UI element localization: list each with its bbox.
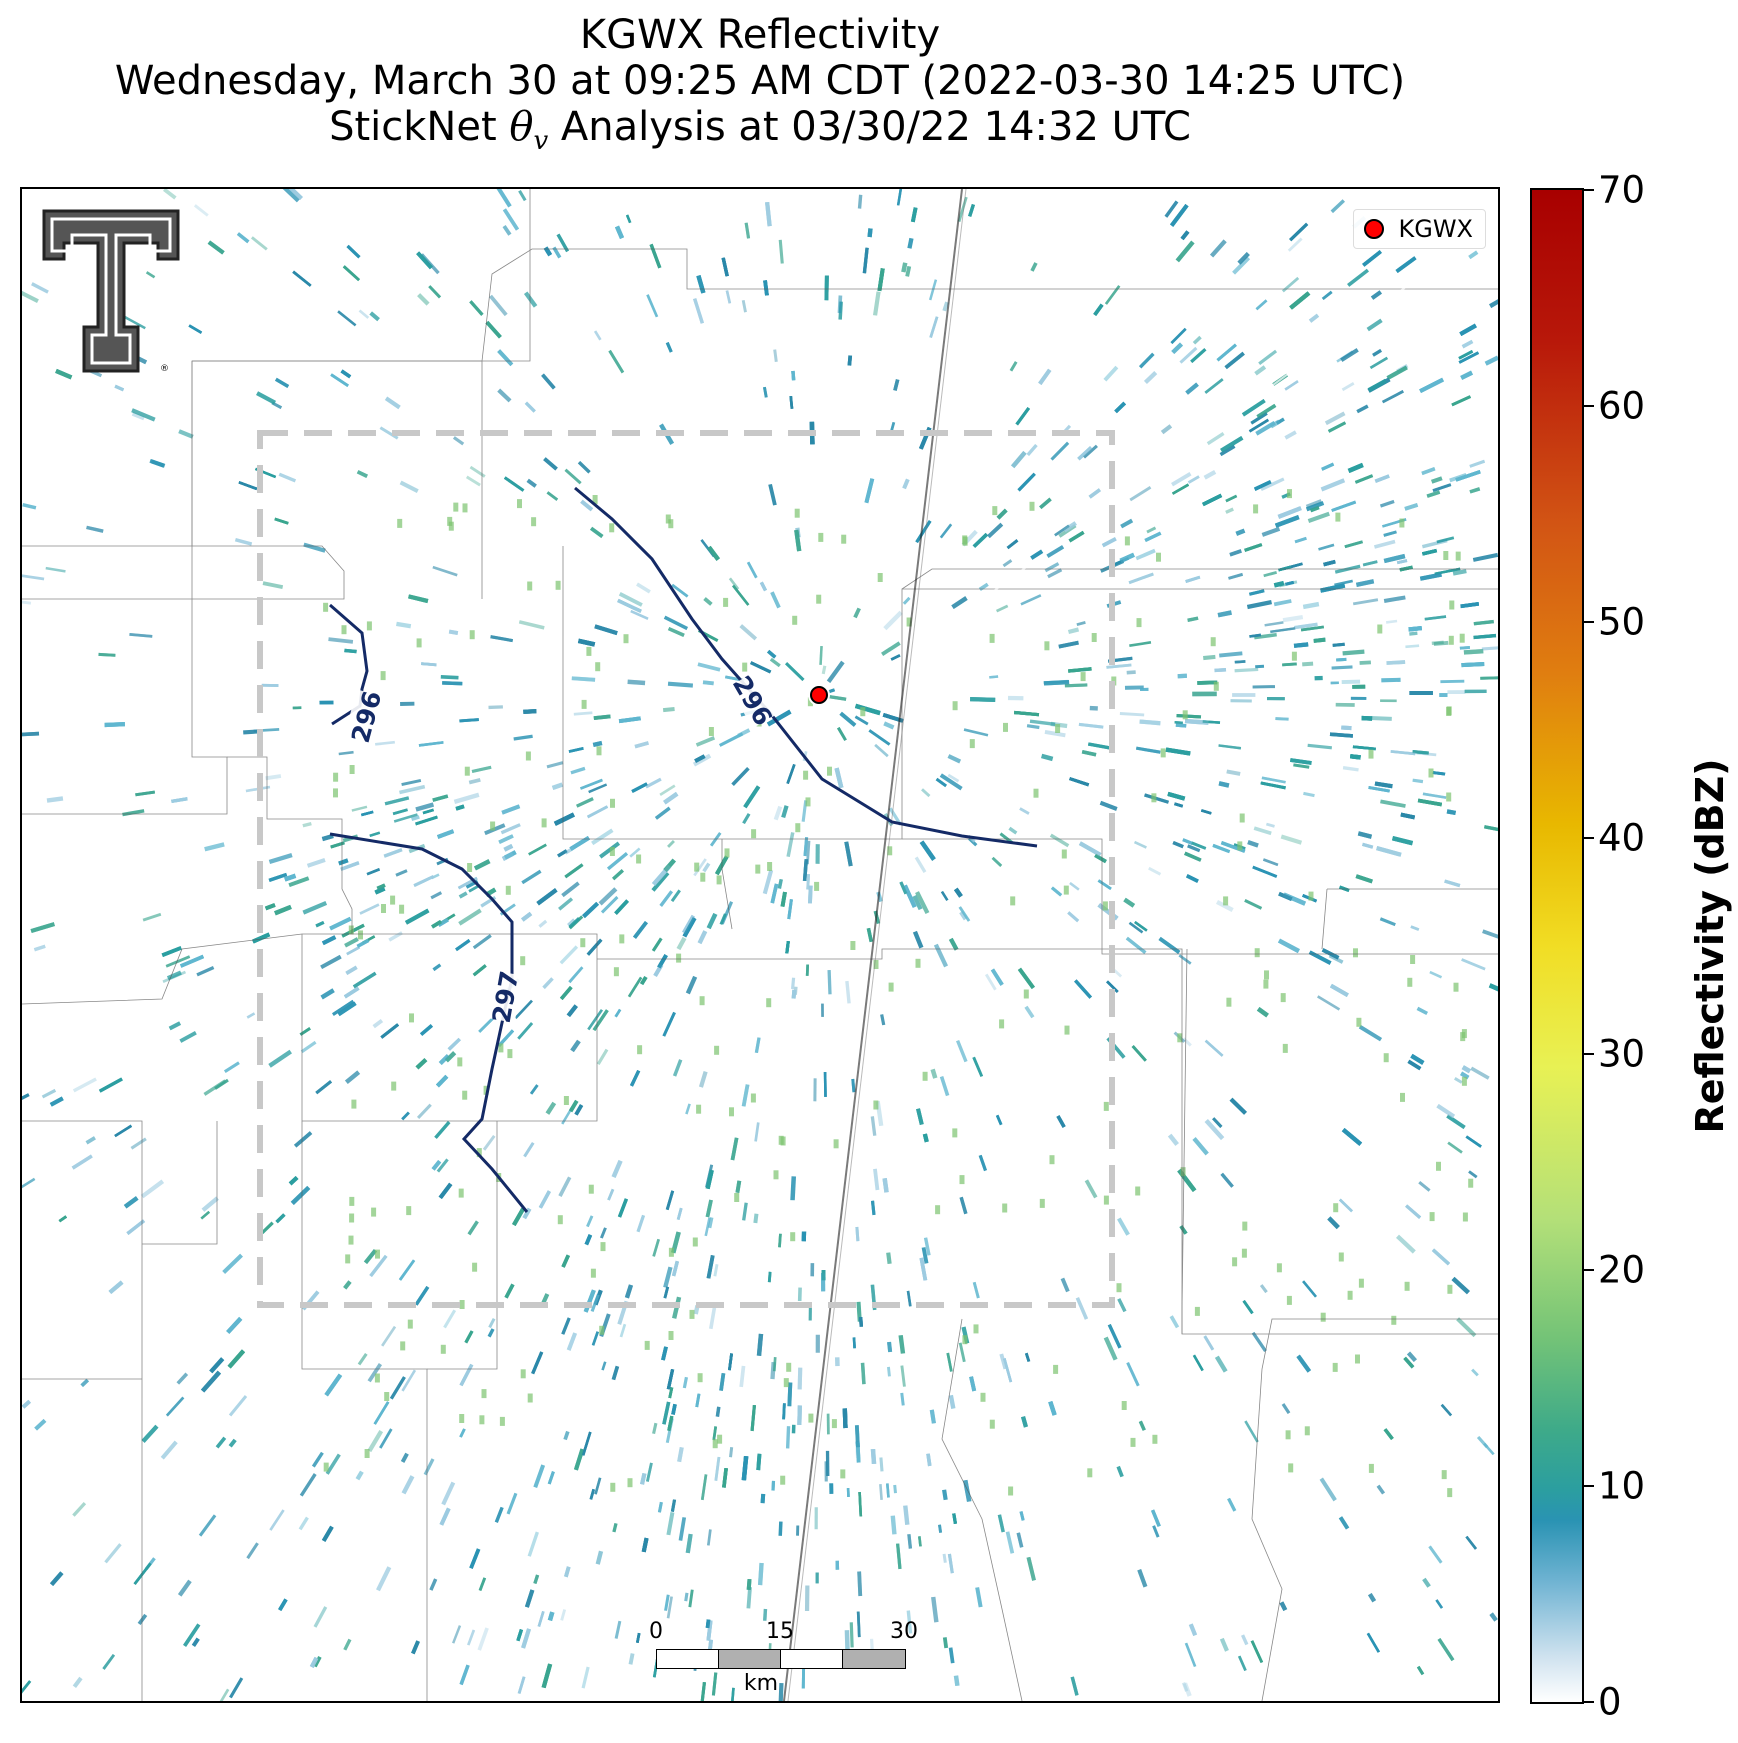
colorbar-tick-label: 20 — [1598, 1248, 1646, 1292]
analysis-domain-box — [257, 430, 1115, 1308]
colorbar-tick-label: 70 — [1598, 168, 1646, 212]
colorbar-tick-mark — [1584, 189, 1594, 191]
contour-label-background — [485, 970, 523, 1023]
scale-tick-0: 0 — [649, 1619, 663, 1644]
colorbar-tick-mark — [1584, 1485, 1594, 1487]
texas-tech-double-t-logo: ® — [42, 209, 180, 374]
scale-bar-segments — [656, 1649, 906, 1669]
contour-label-background — [728, 671, 779, 729]
colorbar — [1530, 188, 1584, 1704]
scale-tick-30: 30 — [890, 1619, 918, 1644]
theta-v-contour-line — [329, 832, 529, 1213]
map-legend: KGWX — [1353, 209, 1486, 249]
colorbar-tick-mark — [1584, 1053, 1594, 1055]
scale-bar: 0 15 30 km — [632, 1619, 918, 1699]
colorbar-tick-mark — [1584, 837, 1594, 839]
title-line-2: Wednesday, March 30 at 09:25 AM CDT (202… — [114, 58, 1406, 104]
radar-site-marker — [810, 686, 828, 704]
legend-label: KGWX — [1398, 215, 1473, 243]
figure-title: KGWX Reflectivity Wednesday, March 30 at… — [0, 12, 1520, 164]
reflectivity-echoes — [22, 189, 1498, 1701]
scale-unit: km — [743, 1671, 779, 1696]
title-line-3: StickNet θv Analysis at 03/30/22 14:32 U… — [329, 104, 1191, 156]
svg-text:®: ® — [160, 364, 169, 374]
colorbar-tick-mark — [1584, 621, 1594, 623]
scale-tick-15: 15 — [766, 1619, 794, 1644]
colorbar-tick-mark — [1584, 1701, 1594, 1703]
radar-beam-gap — [921, 218, 1498, 645]
radar-marker-icon — [1364, 219, 1385, 239]
colorbar-tick-label: 10 — [1598, 1464, 1646, 1508]
contour-label: 296 — [346, 688, 388, 746]
interstate-highway — [783, 189, 963, 1701]
colorbar-title: Reflectivity (dBZ) — [1688, 758, 1732, 1134]
colorbar-tick-label: 60 — [1598, 384, 1646, 428]
title-line-1: KGWX Reflectivity — [579, 12, 941, 58]
colorbar-tick-label: 30 — [1598, 1032, 1646, 1076]
radar-map[interactable]: 296 296 297 KGWX ® 0 15 30 km — [20, 187, 1500, 1703]
colorbar-tick-mark — [1584, 1269, 1594, 1271]
county-borders — [22, 189, 1498, 1701]
colorbar-tick-mark — [1584, 405, 1594, 407]
colorbar-tick-label: 50 — [1598, 600, 1646, 644]
contour-label-background — [344, 689, 386, 744]
colorbar-tick-label: 0 — [1598, 1680, 1622, 1724]
colorbar-tick-label: 40 — [1598, 816, 1646, 860]
